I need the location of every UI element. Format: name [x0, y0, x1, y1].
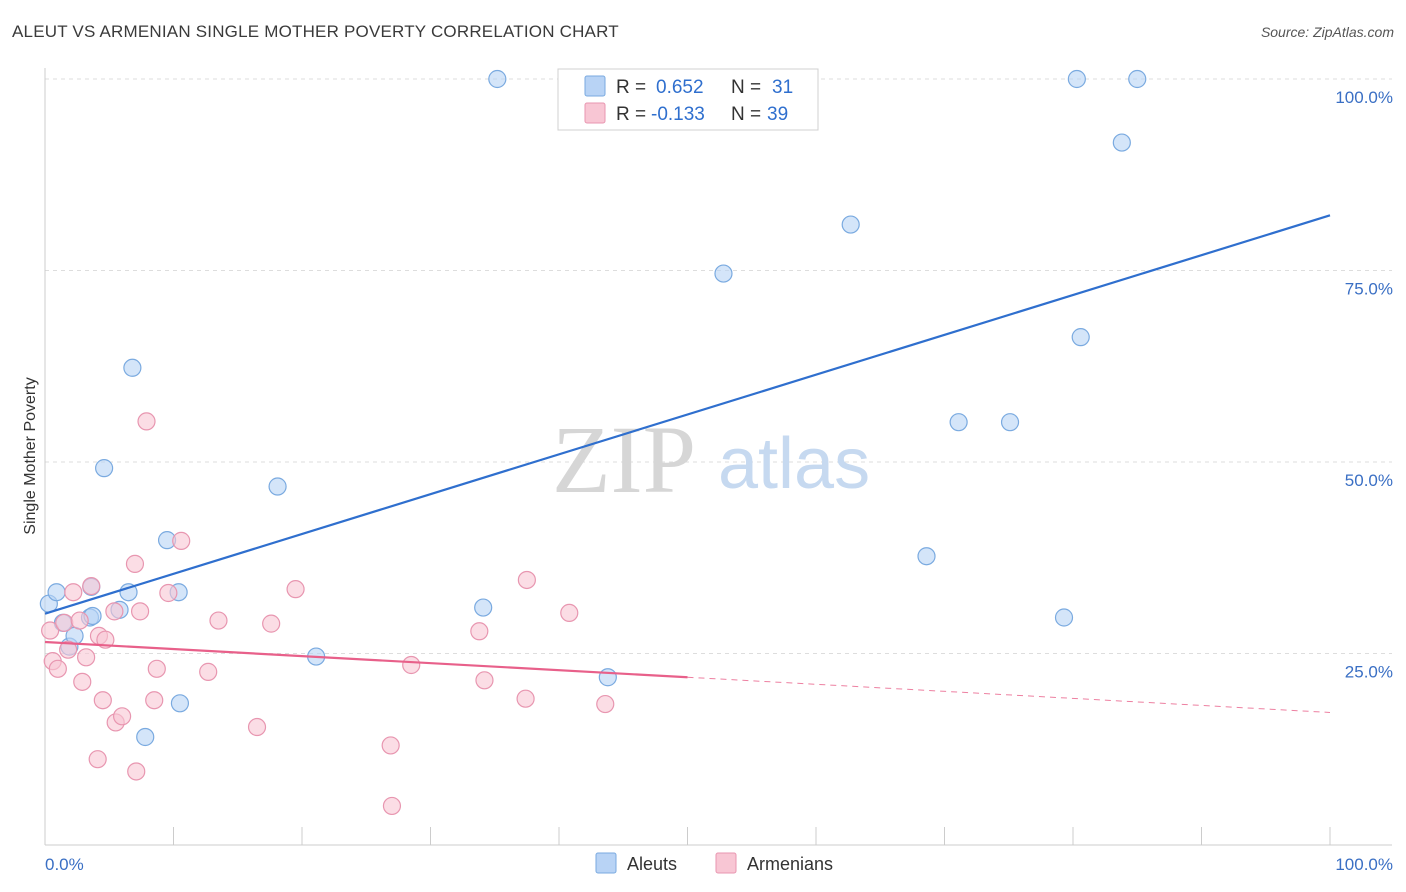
armenian-point — [73, 672, 92, 691]
armenian-point — [286, 580, 305, 599]
armenian-point — [48, 659, 67, 678]
aleut-point — [917, 547, 936, 566]
legend-r-value-2: -0.133 — [651, 104, 705, 125]
armenian-point — [381, 736, 400, 755]
legend-swatch-aleuts — [584, 75, 606, 97]
y-tick-label: 25.0% — [1345, 663, 1393, 682]
aleut-point — [841, 215, 860, 234]
armenian-point — [55, 613, 74, 632]
aleut-point — [47, 583, 66, 602]
armenian-point — [475, 671, 494, 690]
armenian-point — [382, 796, 402, 816]
armenian-point — [59, 640, 78, 659]
legend-n-value-1: 31 — [772, 77, 793, 98]
armenian-point — [262, 614, 281, 633]
armenian-point — [199, 662, 218, 681]
armenian-point — [77, 648, 96, 667]
armenian-point — [247, 717, 267, 737]
armenian-point — [96, 630, 115, 649]
aleut-point — [268, 477, 287, 496]
watermark-zip: ZIP — [552, 406, 696, 513]
aleut-point — [949, 413, 968, 432]
aleut-point — [598, 668, 617, 687]
aleut-point — [95, 459, 114, 478]
aleut-point — [714, 264, 733, 283]
legend-r-label-2: R = — [616, 104, 646, 125]
watermark-atlas: atlas — [718, 424, 870, 504]
armenian-point — [112, 707, 132, 726]
armenian-point — [145, 691, 164, 710]
armenian-point — [209, 611, 228, 630]
armenian-point — [88, 750, 107, 769]
armenian-point — [402, 655, 421, 675]
armenian-point — [159, 583, 178, 603]
aleut-point — [1054, 608, 1074, 627]
armenian-trend-extension — [687, 676, 1331, 713]
y-tick-label: 100.0% — [1335, 88, 1393, 107]
aleut-point — [1112, 133, 1131, 152]
correlation-legend: R = 0.652 N = 31 R = -0.133 N = 39 — [557, 68, 819, 131]
armenian-point — [517, 570, 536, 590]
aleut-point — [488, 69, 507, 89]
aleut-point — [136, 727, 155, 747]
x-tick-label-min: 0.0% — [45, 855, 84, 874]
armenian-point — [516, 689, 535, 708]
aleut-point — [1067, 69, 1086, 89]
armenian-point — [596, 694, 615, 714]
armenian-point — [137, 412, 156, 431]
series-legend: Aleuts Armenians — [595, 852, 833, 874]
axes: 25.0% 50.0% 75.0% 100.0% 0.0% 100.0% — [44, 68, 1393, 874]
armenian-point — [64, 583, 83, 602]
armenian-point — [41, 621, 60, 640]
legend-r-value-1: 0.652 — [656, 77, 704, 98]
armenian-point — [560, 603, 579, 623]
armenian-point — [105, 602, 124, 621]
trend-lines — [44, 214, 1331, 713]
armenian-point — [130, 602, 150, 621]
aleut-point — [474, 598, 493, 617]
legend-swatch-armenians — [584, 102, 606, 124]
chart-title: ALEUT VS ARMENIAN SINGLE MOTHER POVERTY … — [12, 22, 619, 41]
chart-source: Source: ZipAtlas.com — [1260, 24, 1394, 40]
aleut-point — [1071, 328, 1090, 347]
aleut-point — [123, 358, 142, 377]
legend-n-label-1: N = — [731, 77, 761, 98]
legend-n-label-2: N = — [731, 104, 761, 125]
data-points — [39, 69, 1147, 816]
y-axis-label: Single Mother Poverty — [22, 377, 39, 534]
watermark: ZIP atlas — [552, 406, 870, 513]
bottom-legend-swatch-armenians — [715, 852, 737, 874]
bottom-legend-aleuts: Aleuts — [627, 854, 677, 874]
y-tick-label: 75.0% — [1345, 280, 1393, 299]
armenian-trend-line — [44, 640, 688, 679]
bottom-legend-swatch-aleuts — [595, 852, 617, 874]
legend-r-label-1: R = — [616, 77, 646, 98]
bottom-legend-armenians: Armenians — [747, 854, 833, 874]
armenian-point — [82, 576, 101, 596]
armenian-point — [70, 611, 89, 630]
grid-lines — [45, 78, 1392, 654]
armenian-point — [93, 691, 112, 710]
armenian-point — [172, 531, 191, 550]
armenian-point — [125, 554, 145, 573]
aleut-point — [1000, 413, 1020, 432]
aleut-point — [170, 694, 190, 713]
armenian-point — [127, 762, 146, 781]
legend-n-value-2: 39 — [767, 104, 788, 125]
aleut-trend-line — [44, 214, 1331, 615]
armenian-point — [470, 622, 489, 641]
armenian-point — [147, 659, 166, 678]
y-tick-label: 50.0% — [1345, 471, 1393, 490]
x-tick-label-max: 100.0% — [1335, 855, 1393, 874]
aleut-point — [1128, 69, 1147, 89]
